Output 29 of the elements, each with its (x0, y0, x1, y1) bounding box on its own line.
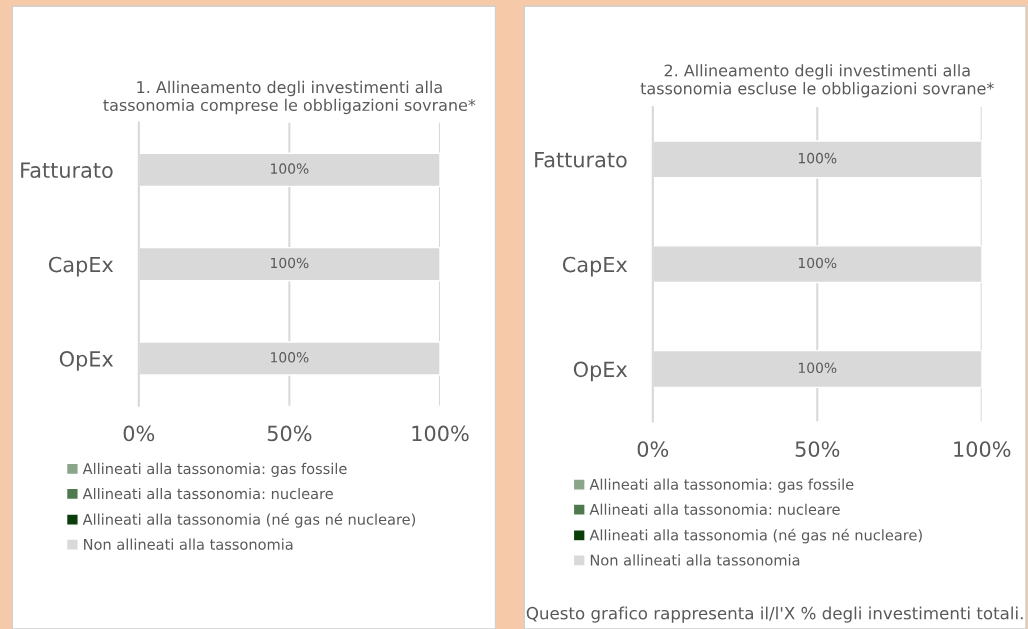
data-label: 100% (271, 163, 309, 174)
legend-label: Allineati alla tassonomia: nucleare (589, 503, 840, 515)
x-tick-label: 100% (412, 425, 469, 442)
legend-label: Allineati alla tassonomia: gas fossile (82, 462, 347, 477)
y-tick-label: OpEx (573, 361, 628, 382)
data-label: 100% (271, 257, 309, 269)
data-label: 100% (798, 362, 837, 374)
y-tick-label: OpEx (59, 350, 114, 371)
x-tick-label: 100% (954, 441, 1011, 457)
legend-label: Allineati alla tassonomia (né gas né nucleare) (589, 528, 922, 544)
legend-label: Allineati alla tassonomia: nucleare (82, 487, 333, 500)
data-label: 100% (798, 257, 837, 269)
x-tick-label: 0% (637, 441, 669, 457)
text: Questo grafico rappresenta il/l'X % degli investimenti totali. (526, 606, 1023, 623)
data-label: 100% (271, 352, 309, 363)
y-tick-label: CapEx (562, 256, 628, 277)
legend-label: Non allineati alla tassonomia (590, 554, 800, 566)
chart-title: 1. Allineamento degli investimenti alla tassonomia comprese le obbligazioni sovrane* (103, 80, 476, 115)
legend-label: Non allineati alla tassonomia (84, 538, 293, 550)
x-tick-label: 0% (123, 425, 155, 442)
legend-label: Allineati alla tassonomia: gas fossile (589, 478, 854, 493)
y-tick-label: Fatturato (21, 162, 113, 179)
y-tick-label: Fatturato (535, 152, 627, 168)
legend-label: Allineati alla tassonomia (né gas né nucleare) (82, 512, 416, 528)
x-tick-label: 50% (267, 425, 312, 442)
x-tick-label: 50% (795, 441, 840, 457)
chart-title: 2. Allineamento degli investimenti alla tassonomia escluse le obbligazioni sovrane* (640, 64, 994, 98)
y-tick-label: CapEx (48, 256, 114, 277)
data-label: 100% (798, 152, 837, 164)
